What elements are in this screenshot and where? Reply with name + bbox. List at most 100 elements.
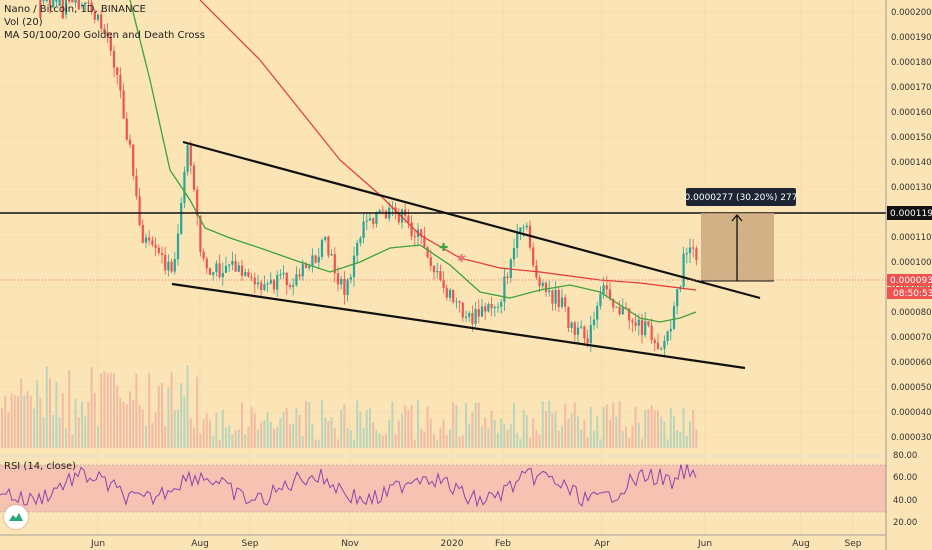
volume-bars	[1, 365, 698, 448]
volume-bar	[122, 401, 125, 448]
volume-bar	[189, 418, 192, 448]
candle-body	[96, 14, 100, 20]
lower-trendline[interactable]	[171, 282, 746, 370]
volume-bar	[474, 402, 477, 448]
volume-bar	[58, 417, 61, 448]
upper-trendline[interactable]	[182, 140, 761, 300]
volume-bar	[231, 434, 234, 448]
volume-bar	[490, 410, 493, 448]
volume-bar	[404, 405, 407, 448]
candle-body	[599, 293, 602, 307]
candle-body	[311, 255, 314, 267]
candle-body	[276, 275, 279, 290]
volume-bar	[455, 405, 458, 448]
volume-bar	[295, 408, 298, 448]
rsi-indicator-label[interactable]: RSI (14, close)	[4, 461, 77, 472]
ma-indicator-label[interactable]: MA 50/100/200 Golden and Death Cross	[4, 30, 205, 41]
candle-body	[42, 0, 45, 2]
volume-bar	[330, 417, 333, 448]
rsi-axis[interactable]: 80.00 60.00 40.00 20.00	[893, 451, 917, 528]
tradingview-logo-icon[interactable]	[4, 505, 28, 529]
volume-bar	[218, 439, 221, 448]
current-price-badge: 0.0000933	[890, 276, 932, 286]
volume-bar	[279, 418, 282, 448]
candle-body	[285, 272, 288, 286]
volume-bar	[365, 410, 368, 448]
volume-bar	[253, 413, 256, 448]
volume-bar	[132, 399, 135, 448]
time-tick-label: Sep	[845, 539, 862, 549]
volume-bar	[215, 413, 218, 448]
volume-bar	[679, 431, 682, 448]
candle-body	[154, 244, 157, 248]
volume-bar	[4, 395, 7, 448]
time-tick-label: Nov	[341, 539, 359, 549]
candle-body	[224, 265, 228, 273]
candle-body	[77, 0, 80, 10]
volume-bar	[378, 433, 381, 448]
candle-body	[100, 14, 103, 29]
volume-bar	[29, 395, 32, 448]
candle-body	[202, 251, 205, 259]
volume-bar	[269, 421, 272, 448]
candle-body	[608, 289, 612, 299]
candle-body	[522, 227, 525, 229]
candle-body	[298, 274, 301, 277]
volume-bar	[7, 412, 10, 448]
candle-body	[237, 265, 240, 272]
candle-body	[372, 218, 375, 224]
time-axis[interactable]: Jun Aug Sep Nov 2020 Feb Apr Jun Aug Sep	[90, 539, 862, 549]
volume-bar	[541, 401, 544, 448]
candle-body	[669, 328, 672, 332]
candle-body	[109, 36, 112, 51]
volume-bar	[164, 426, 167, 448]
volume-bar	[413, 439, 416, 448]
volume-bar	[343, 404, 346, 448]
candle-body	[119, 74, 122, 91]
volume-indicator-label[interactable]: Vol (20)	[4, 17, 43, 28]
time-tick-label: Apr	[594, 539, 610, 549]
volume-bar	[689, 421, 691, 448]
candle-body	[628, 308, 631, 321]
volume-bar	[324, 417, 327, 448]
candle-body	[186, 145, 189, 172]
candle-body	[247, 272, 250, 277]
current-price-badge-box	[887, 274, 932, 286]
symbol-title[interactable]: Nano / Bitcoin, 1D, BINANCE	[4, 4, 146, 15]
candle-body	[506, 276, 509, 278]
volume-bar	[337, 439, 339, 448]
volume-bar	[506, 429, 509, 448]
candle-body	[192, 165, 196, 190]
volume-bar	[465, 403, 467, 448]
volume-bar	[477, 402, 480, 448]
volume-bar	[205, 413, 208, 448]
candle-body	[666, 331, 669, 341]
volume-bar	[353, 439, 355, 448]
volume-bar	[554, 411, 557, 448]
rsi-line	[0, 464, 697, 508]
candle-body	[423, 236, 426, 248]
volume-bar	[372, 422, 375, 448]
candle-body	[455, 301, 458, 303]
volume-bar	[84, 416, 87, 448]
volume-bar	[327, 421, 330, 448]
volume-bar	[311, 424, 314, 448]
rsi-band	[0, 465, 886, 512]
candle-body	[458, 301, 461, 303]
candle-body	[106, 32, 109, 37]
volume-bar	[141, 409, 144, 448]
volume-bar	[263, 420, 266, 448]
candle-body	[244, 272, 247, 276]
volume-bar	[321, 400, 323, 448]
volume-bar	[532, 418, 535, 448]
volume-bar	[682, 407, 685, 448]
volume-bar	[260, 422, 263, 448]
candle-body	[112, 50, 116, 68]
candle-body	[48, 0, 52, 6]
volume-bar	[221, 409, 224, 448]
